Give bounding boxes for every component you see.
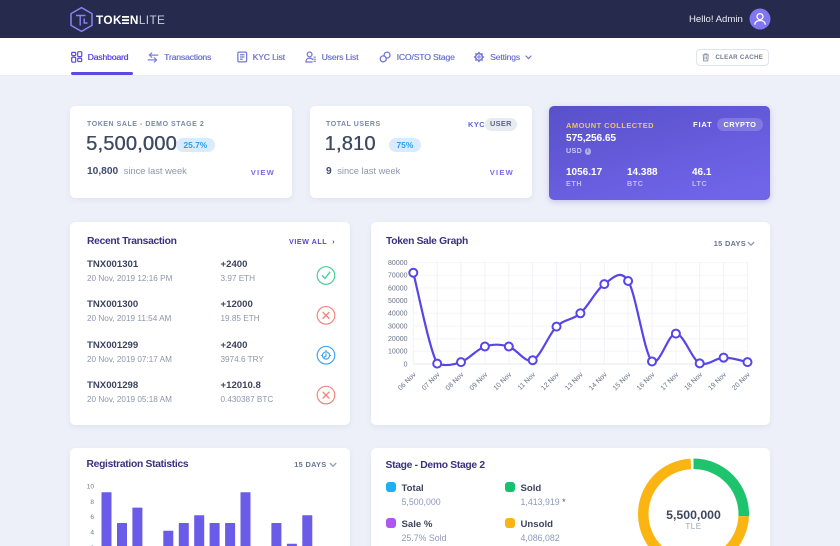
svg-text:30000: 30000 xyxy=(388,323,408,330)
svg-text:12 Nov: 12 Nov xyxy=(540,371,561,392)
svg-text:14 Nov: 14 Nov xyxy=(588,371,609,392)
svg-text:17 Nov: 17 Nov xyxy=(660,371,681,392)
svg-text:15 Nov: 15 Nov xyxy=(612,371,633,392)
svg-text:08 Nov: 08 Nov xyxy=(445,371,466,392)
svg-text:09 Nov: 09 Nov xyxy=(469,371,490,392)
svg-text:20 Nov: 20 Nov xyxy=(731,371,752,392)
svg-text:8: 8 xyxy=(90,499,94,506)
svg-text:16 Nov: 16 Nov xyxy=(636,371,657,392)
svg-text:6: 6 xyxy=(90,514,94,521)
svg-text:06 Nov: 06 Nov xyxy=(397,371,418,392)
svg-text:60000: 60000 xyxy=(388,285,408,292)
svg-text:13 Nov: 13 Nov xyxy=(564,371,585,392)
svg-text:10000: 10000 xyxy=(388,349,408,356)
svg-text:10 Nov: 10 Nov xyxy=(493,371,514,392)
svg-text:80000: 80000 xyxy=(388,260,408,267)
svg-text:18 Nov: 18 Nov xyxy=(683,371,704,392)
svg-text:11 Nov: 11 Nov xyxy=(517,371,538,392)
svg-text:10: 10 xyxy=(87,483,95,490)
svg-text:07 Nov: 07 Nov xyxy=(421,371,442,392)
svg-text:40000: 40000 xyxy=(388,311,408,318)
svg-text:20000: 20000 xyxy=(388,336,408,343)
svg-text:70000: 70000 xyxy=(388,273,408,280)
svg-text:4: 4 xyxy=(90,530,94,537)
svg-text:50000: 50000 xyxy=(388,298,408,305)
svg-text:2: 2 xyxy=(90,545,94,546)
svg-text:19 Nov: 19 Nov xyxy=(707,371,728,392)
svg-text:0: 0 xyxy=(404,361,408,368)
